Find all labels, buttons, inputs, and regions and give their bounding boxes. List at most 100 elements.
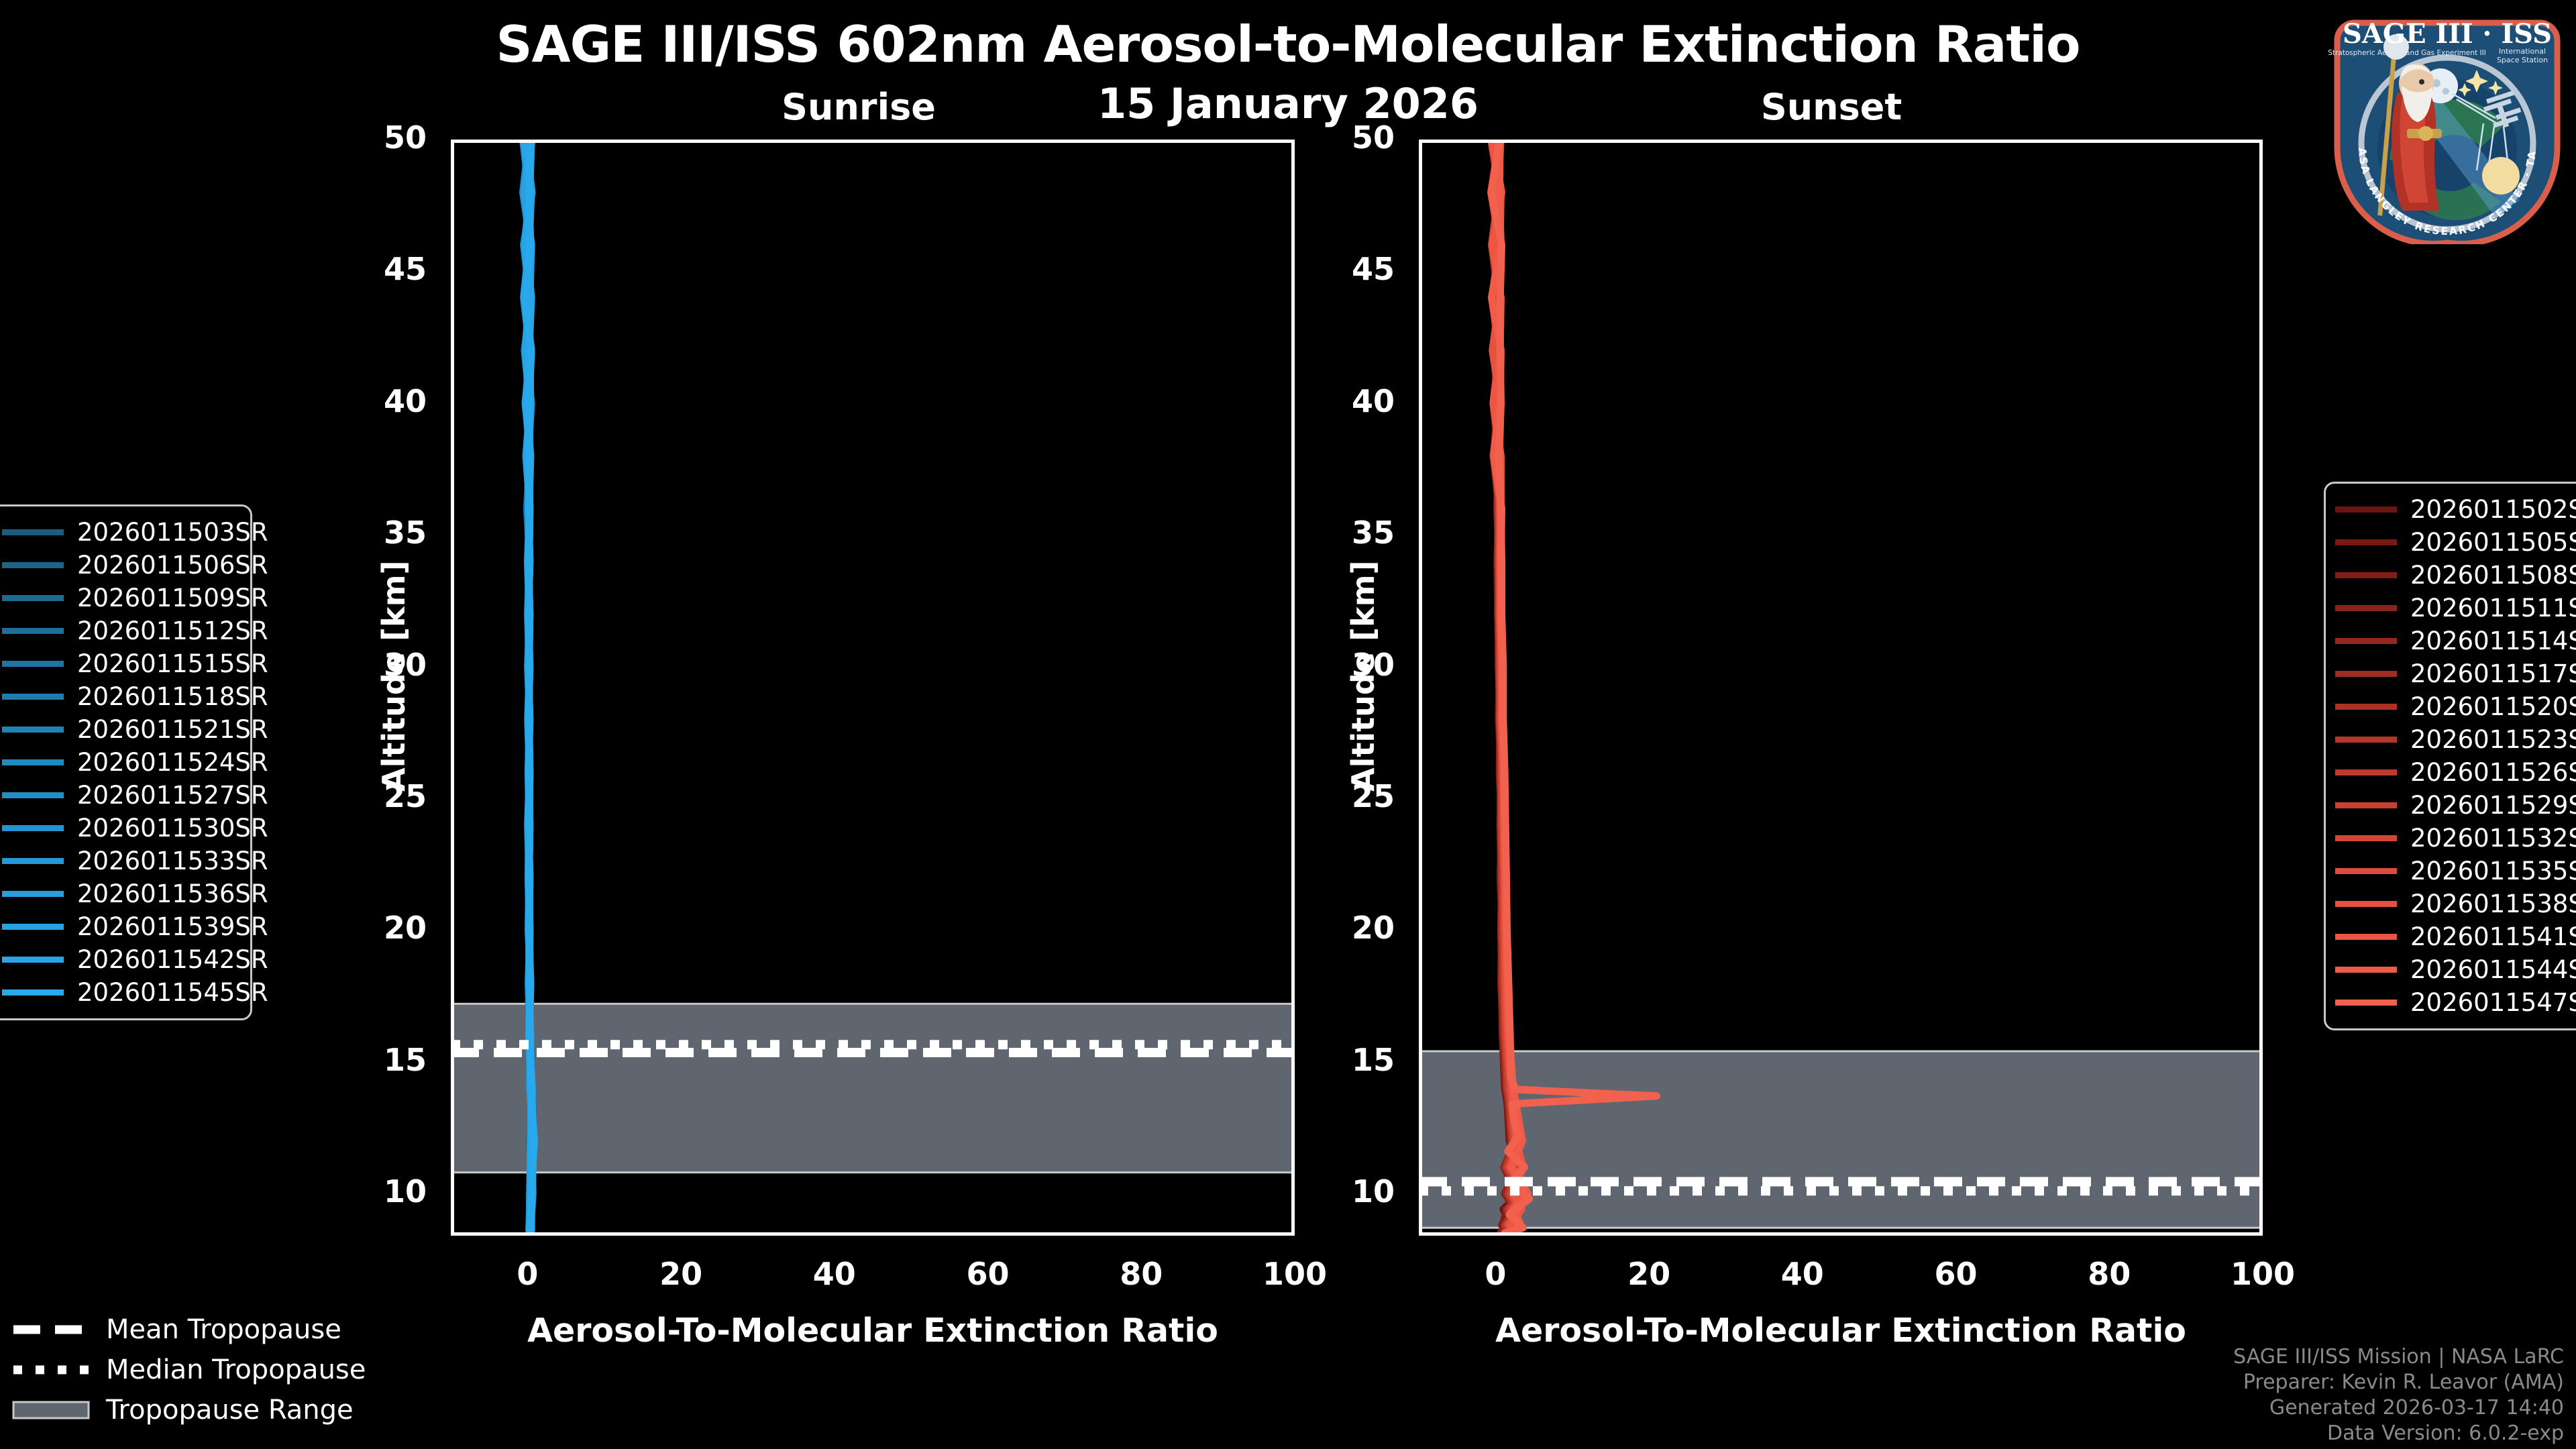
sunrise-event-legend[interactable]: 2026011503SR 2026011506SR 2026011509SR 2026… — [0, 504, 268, 1020]
sage-iii-iss-mission-patch-logo: SAGE III · ISS Stratospheric Aerosol and… — [2322, 0, 2567, 247]
legend-color-swatch — [2, 727, 64, 733]
legend-entry-2026011545SR[interactable]: 2026011545SR — [2, 976, 268, 1009]
y-tick-label: 25 — [1351, 777, 1395, 814]
legend-color-swatch — [2335, 539, 2397, 545]
legend-entry-2026011512SR[interactable]: 2026011512SR — [2, 614, 268, 647]
legend-entry-label: 2026011526SS — [2410, 758, 2576, 787]
legend-entry-2026011503SR[interactable]: 2026011503SR — [2, 516, 268, 549]
legend-entry-2026011521SR[interactable]: 2026011521SR — [2, 713, 268, 746]
y-tick-label: 10 — [383, 1173, 427, 1210]
legend-entry-label: 2026011512SR — [77, 616, 268, 645]
legend-entry-label: 2026011527SR — [77, 781, 268, 810]
legend-entry-label: 2026011541SS — [2410, 922, 2576, 951]
legend-color-swatch — [2, 858, 64, 864]
svg-text:International: International — [2499, 47, 2546, 56]
legend-entry-label: 2026011547SS — [2410, 988, 2576, 1017]
legend-entry-2026011515SR[interactable]: 2026011515SR — [2, 647, 268, 680]
legend-entry-label: 2026011524SR — [77, 748, 268, 777]
legend-entry-2026011527SR[interactable]: 2026011527SR — [2, 779, 268, 812]
legend-entry-2026011542SR[interactable]: 2026011542SR — [2, 943, 268, 976]
legend-entry-2026011536SR[interactable]: 2026011536SR — [2, 877, 268, 910]
legend-entry-2026011529SS[interactable]: 2026011529SS — [2335, 789, 2576, 822]
legend-color-swatch — [2, 825, 64, 831]
legend-entry-label: 2026011529SS — [2410, 791, 2576, 820]
legend-label-tropopause-range: Tropopause Range — [106, 1395, 354, 1426]
y-tick-label: 10 — [1351, 1173, 1395, 1210]
legend-entry-2026011505SS[interactable]: 2026011505SS — [2335, 526, 2576, 559]
plot-frame — [451, 140, 1295, 1236]
legend-entry-label: 2026011518SR — [77, 682, 268, 711]
legend-entry-label: 2026011535SS — [2410, 857, 2576, 885]
legend-color-swatch — [2, 891, 64, 897]
legend-entry-2026011508SS[interactable]: 2026011508SS — [2335, 559, 2576, 592]
x-tick-label: 40 — [812, 1256, 856, 1292]
legend-color-swatch — [2, 661, 64, 667]
legend-color-swatch — [2335, 967, 2397, 973]
credits-line-mission: SAGE III/ISS Mission | NASA LaRC — [2233, 1345, 2564, 1368]
y-tick-label: 45 — [1351, 251, 1395, 288]
legend-entry-2026011524SR[interactable]: 2026011524SR — [2, 746, 268, 779]
svg-text:Space Station: Space Station — [2497, 56, 2548, 64]
legend-entry-2026011547SS[interactable]: 2026011547SS — [2335, 986, 2576, 1019]
legend-entry-2026011523SS[interactable]: 2026011523SS — [2335, 723, 2576, 756]
legend-entry-label: 2026011532SS — [2410, 824, 2576, 853]
legend-label-mean-tropopause: Mean Tropopause — [106, 1314, 341, 1345]
legend-entry-label: 2026011539SR — [77, 912, 268, 941]
legend-color-swatch — [2335, 638, 2397, 644]
legend-row-tropopause-range: Tropopause Range — [12, 1390, 388, 1430]
legend-color-swatch — [2, 694, 64, 700]
legend-entry-2026011535SS[interactable]: 2026011535SS — [2335, 855, 2576, 888]
dashed-line-icon — [12, 1320, 90, 1339]
legend-entry-label: 2026011521SR — [77, 715, 268, 744]
series-line-2026011547SS — [1488, 140, 1660, 1236]
y-tick-label: 20 — [1351, 910, 1395, 947]
legend-entry-2026011520SS[interactable]: 2026011520SS — [2335, 690, 2576, 723]
legend-row-mean-tropopause: Mean Tropopause — [12, 1309, 388, 1350]
legend-entry-2026011544SS[interactable]: 2026011544SS — [2335, 953, 2576, 986]
legend-entry-2026011526SS[interactable]: 2026011526SS — [2335, 756, 2576, 789]
legend-entry-2026011530SR[interactable]: 2026011530SR — [2, 812, 268, 845]
legend-color-swatch — [2335, 704, 2397, 710]
x-tick-label: 60 — [966, 1256, 1010, 1292]
legend-entry-2026011511SS[interactable]: 2026011511SS — [2335, 592, 2576, 625]
legend-entry-2026011539SR[interactable]: 2026011539SR — [2, 910, 268, 943]
legend-color-swatch — [2335, 572, 2397, 578]
svg-text:Stratospheric Aerosol and Gas: Stratospheric Aerosol and Gas Experiment… — [2328, 49, 2486, 57]
sunrise-panel-subtitle: Sunrise — [782, 86, 936, 128]
legend-color-swatch — [2335, 671, 2397, 677]
legend-entry-2026011502SS[interactable]: 2026011502SS — [2335, 493, 2576, 526]
legend-entry-2026011532SS[interactable]: 2026011532SS — [2335, 822, 2576, 855]
legend-entry-2026011518SR[interactable]: 2026011518SR — [2, 680, 268, 713]
sunset-plot-panel — [1419, 140, 2263, 1236]
x-tick-label: 20 — [1627, 1256, 1671, 1292]
legend-color-swatch — [2335, 605, 2397, 611]
legend-entry-2026011538SS[interactable]: 2026011538SS — [2335, 888, 2576, 920]
legend-color-swatch — [2, 989, 64, 996]
dotted-line-icon — [12, 1360, 90, 1379]
legend-entry-label: 2026011505SS — [2410, 528, 2576, 557]
legend-entry-2026011514SS[interactable]: 2026011514SS — [2335, 625, 2576, 657]
legend-entry-2026011509SR[interactable]: 2026011509SR — [2, 582, 268, 614]
legend-color-swatch — [2335, 506, 2397, 513]
legend-color-swatch — [2335, 802, 2397, 808]
y-tick-label: 30 — [1351, 646, 1395, 683]
legend-entry-2026011533SR[interactable]: 2026011533SR — [2, 845, 268, 877]
credits-line-preparer: Preparer: Kevin R. Leavor (AMA) — [2243, 1371, 2564, 1394]
plot-canvas — [451, 140, 1295, 1236]
legend-color-swatch — [2335, 934, 2397, 940]
y-tick-label: 15 — [383, 1041, 427, 1078]
legend-entry-2026011517SS[interactable]: 2026011517SS — [2335, 657, 2576, 690]
x-tick-label: 20 — [659, 1256, 703, 1292]
x-tick-label: 100 — [2230, 1256, 2296, 1292]
credits-line-generated: Generated 2026-03-17 14:40 — [2269, 1396, 2564, 1419]
y-tick-label: 50 — [1351, 119, 1395, 156]
legend-entry-label: 2026011508SS — [2410, 561, 2576, 590]
legend-color-swatch — [2335, 769, 2397, 775]
legend-entry-2026011541SS[interactable]: 2026011541SS — [2335, 920, 2576, 953]
page-title: SAGE III/ISS 602nm Aerosol-to-Molecular … — [496, 15, 2081, 74]
legend-entry-label: 2026011511SS — [2410, 594, 2576, 623]
x-tick-label: 80 — [1120, 1256, 1163, 1292]
legend-entry-2026011506SR[interactable]: 2026011506SR — [2, 549, 268, 582]
sunset-event-legend[interactable]: 2026011502SS 2026011505SS 2026011508SS 2026… — [2324, 482, 2576, 1030]
date-subtitle: 15 January 2026 — [1097, 79, 1479, 128]
